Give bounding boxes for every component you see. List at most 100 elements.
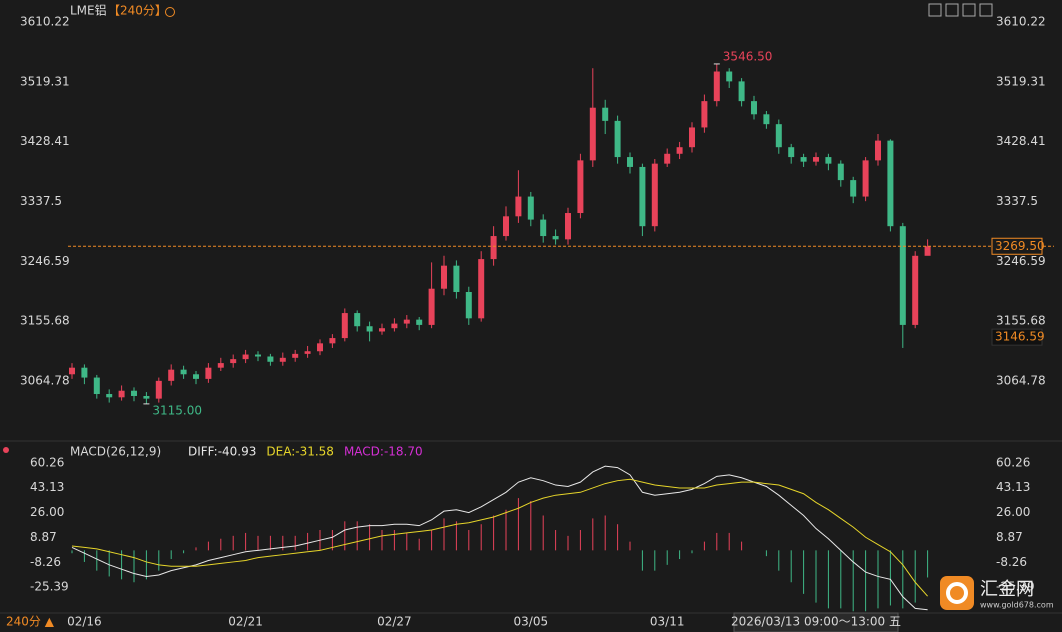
candle-body <box>242 354 249 360</box>
y-tick-label: 8.87 <box>30 530 57 544</box>
y-tick-label: 26.00 <box>30 505 64 519</box>
watermark: 汇金网 www.gold678.com <box>940 576 1054 610</box>
macd-line <box>71 465 928 611</box>
candle-body <box>540 219 547 237</box>
candle-body <box>887 140 894 227</box>
candle-body <box>639 166 646 227</box>
panel-icon <box>3 447 9 453</box>
candle-body <box>775 124 782 148</box>
candle-body <box>899 226 906 325</box>
footer-period[interactable]: 240分 ▲ <box>6 615 55 629</box>
y-tick-label-right: 3064.78 <box>996 374 1046 388</box>
candle-body <box>391 323 398 329</box>
candle-body <box>813 157 819 162</box>
candle-body <box>403 319 410 324</box>
candle-body <box>490 236 497 260</box>
candle-body <box>379 328 385 332</box>
candle-body <box>317 343 323 352</box>
candle-body <box>503 216 509 237</box>
candle-body <box>515 196 522 217</box>
tool-button[interactable] <box>945 3 959 17</box>
candle-body <box>205 367 212 379</box>
legend-entry: DEA:-31.58 <box>266 445 334 459</box>
marker-price-box <box>991 328 1043 346</box>
x-tick-label: 03/11 <box>650 615 685 629</box>
y-tick-label-right: 60.26 <box>996 455 1030 469</box>
candle-body <box>106 394 113 398</box>
candle-body <box>689 127 695 148</box>
y-tick-label-right: 3428.41 <box>996 134 1046 148</box>
y-tick-label-right: 8.87 <box>996 530 1023 544</box>
candle-body <box>602 107 609 121</box>
y-tick-label-right: 3337.5 <box>996 194 1038 208</box>
tool-button[interactable] <box>979 3 993 17</box>
candle-body <box>788 147 795 158</box>
candle-body <box>465 292 472 319</box>
candle-body <box>924 246 931 256</box>
candle-body <box>850 180 857 197</box>
candle-body <box>69 367 75 375</box>
logo <box>940 576 974 610</box>
candle-body <box>341 313 348 339</box>
y-tick-label-right: 3519.31 <box>996 74 1046 88</box>
y-tick-label: 3155.68 <box>20 314 70 328</box>
candle-body <box>837 163 844 181</box>
candle-body <box>676 147 683 154</box>
candle-body <box>552 236 559 240</box>
y-tick-label-right: 3155.68 <box>996 314 1046 328</box>
candle-body <box>255 354 261 357</box>
marker-price-label: 3146.59 <box>995 330 1045 344</box>
candle-body <box>143 395 150 399</box>
x-tick-label: 03/05 <box>514 615 549 629</box>
x-tick-label: 02/21 <box>228 615 263 629</box>
candle-body <box>862 160 869 197</box>
candle-body <box>701 101 708 128</box>
candle-body <box>912 255 919 325</box>
candle-body <box>155 380 162 399</box>
candle-body <box>875 140 881 161</box>
candle-body <box>713 71 720 102</box>
add-icon[interactable] <box>165 7 175 17</box>
candle-body <box>589 107 596 161</box>
candle-body <box>614 120 621 158</box>
candle-body <box>726 71 733 82</box>
y-tick-label: 3064.78 <box>20 374 70 388</box>
candle-body <box>441 265 447 289</box>
candle-body <box>428 288 435 325</box>
candle-body <box>354 313 361 327</box>
current-bar-box <box>733 612 899 632</box>
y-tick-label: 3428.41 <box>20 134 70 148</box>
candle-body <box>825 157 832 164</box>
y-tick-label-right: -25.39 <box>996 580 1035 594</box>
y-tick-label-right: 43.13 <box>996 480 1030 494</box>
candle-body <box>329 338 336 344</box>
low-label: 3115.00 <box>152 403 202 417</box>
candle-body <box>81 367 88 378</box>
y-tick-label-right: 3610.22 <box>996 14 1046 28</box>
candle-body <box>193 374 199 379</box>
candle-body <box>577 160 584 214</box>
candle-body <box>763 114 770 125</box>
period: 【240分】 <box>108 4 167 18</box>
candle-body <box>453 265 460 293</box>
candle-body <box>565 213 571 240</box>
candle-body <box>118 390 125 398</box>
candle-body <box>131 390 137 396</box>
candle-body <box>366 326 373 332</box>
x-tick-label: 02/16 <box>67 615 102 629</box>
candle-body <box>800 157 807 162</box>
y-tick-label: 60.26 <box>30 455 64 469</box>
symbol: LME铝 <box>70 3 107 18</box>
y-tick-label: 3610.22 <box>20 14 70 28</box>
candle-body <box>527 196 534 220</box>
macd-title: MACD(26,12,9) <box>70 445 161 459</box>
watermark-name: 汇金网 <box>980 579 1034 600</box>
candle-body <box>292 353 299 358</box>
tool-button[interactable] <box>962 3 976 17</box>
tool-button[interactable] <box>928 3 942 17</box>
legend-entry: DIFF:-40.93 <box>188 445 256 459</box>
candle-body <box>180 369 187 375</box>
current-bar: 2026/03/13 09:00～13:00 五 <box>731 615 901 629</box>
